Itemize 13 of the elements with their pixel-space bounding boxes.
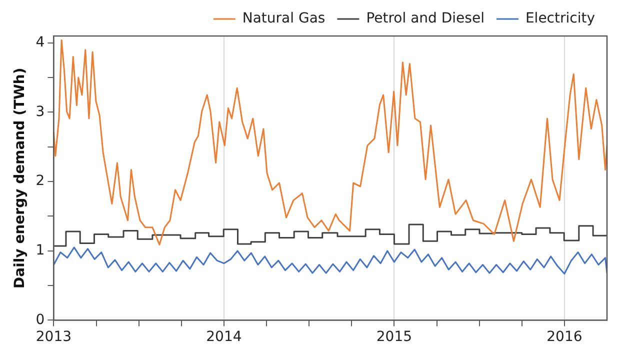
x-tick-label: 2015 xyxy=(376,329,412,346)
y-tick-label: 4 xyxy=(36,34,45,51)
x-tick-label: 2013 xyxy=(36,329,72,346)
y-tick-label: 0 xyxy=(36,312,45,328)
y-axis-title: Daily energy demand (TWh) xyxy=(12,68,28,288)
legend-label: Natural Gas xyxy=(242,10,326,27)
y-tick-label: 3 xyxy=(36,104,45,120)
x-tick-label: 2014 xyxy=(206,329,242,346)
y-tick-label: 1 xyxy=(36,242,45,259)
x-tick-label: 2016 xyxy=(546,329,582,346)
legend-label: Electricity xyxy=(525,10,596,27)
y-tick-label: 2 xyxy=(36,173,45,190)
legend-label: Petrol and Diesel xyxy=(366,10,484,27)
